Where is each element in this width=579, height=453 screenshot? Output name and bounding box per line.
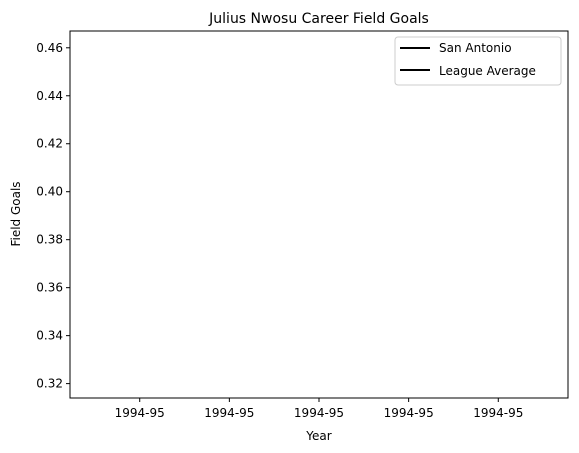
- x-tick-label: 1994-95: [473, 406, 523, 420]
- y-tick-label: 0.38: [36, 233, 63, 247]
- chart-title: Julius Nwosu Career Field Goals: [208, 11, 429, 27]
- legend-label-league-average: League Average: [439, 64, 536, 78]
- legend-label-san-antonio: San Antonio: [439, 41, 512, 55]
- x-tick-label: 1994-95: [204, 406, 254, 420]
- y-tick-label: 0.46: [36, 41, 63, 55]
- y-tick-label: 0.44: [36, 89, 63, 103]
- y-axis-ticks: 0.32 0.34 0.36 0.38 0.40 0.42 0.44 0.46: [36, 41, 70, 391]
- plot-area: [70, 31, 568, 398]
- y-tick-label: 0.32: [36, 377, 63, 391]
- x-tick-label: 1994-95: [294, 406, 344, 420]
- plot-frame: [69, 30, 569, 399]
- y-axis-label: Field Goals: [9, 181, 23, 246]
- y-tick-label: 0.42: [36, 137, 63, 151]
- y-tick-label: 0.36: [36, 281, 63, 295]
- x-axis-label: Year: [305, 429, 331, 443]
- legend-box: [394, 36, 562, 86]
- y-tick-label: 0.40: [36, 185, 63, 199]
- x-axis-ticks: 1994-95 1994-95 1994-95 1994-95 1994-95: [115, 398, 523, 420]
- x-tick-label: 1994-95: [115, 406, 165, 420]
- x-tick-label: 1994-95: [384, 406, 434, 420]
- y-tick-label: 0.34: [36, 329, 63, 343]
- legend: San Antonio League Average: [394, 36, 562, 86]
